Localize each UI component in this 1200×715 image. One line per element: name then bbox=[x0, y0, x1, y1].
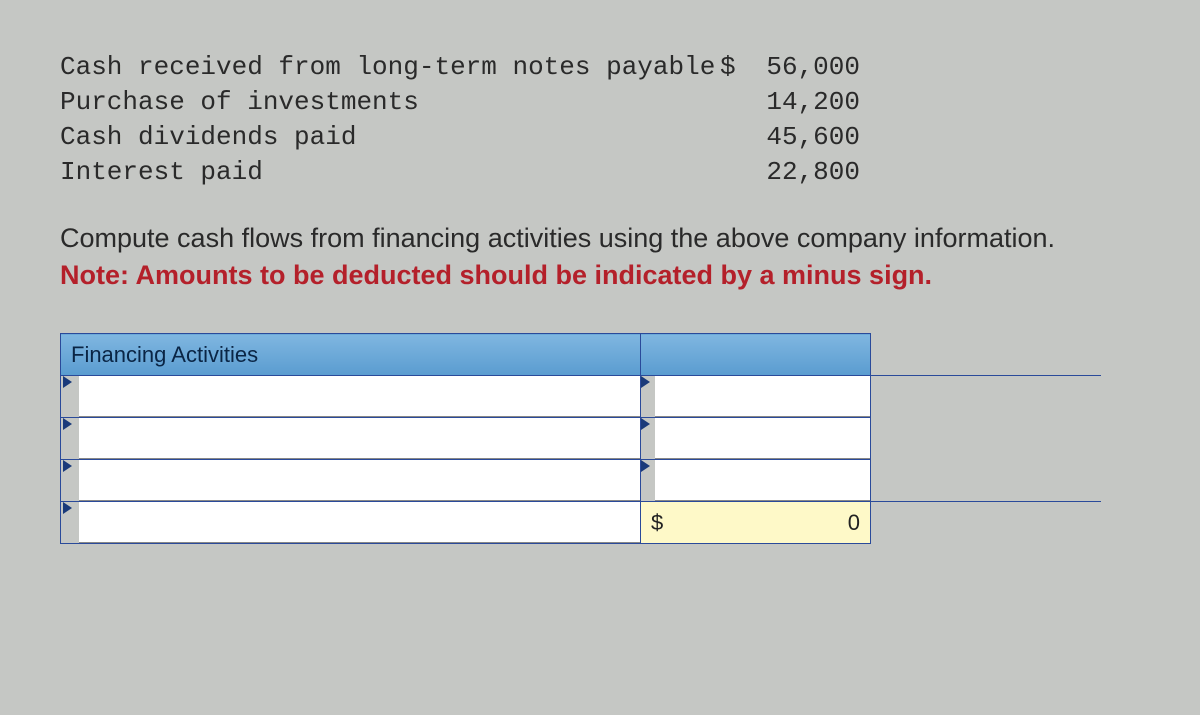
dropdown-icon bbox=[63, 418, 72, 430]
dropdown-icon bbox=[63, 502, 72, 514]
desc-input-cell[interactable] bbox=[61, 376, 641, 418]
given-amount: 45,600 bbox=[750, 120, 860, 155]
currency-symbol bbox=[720, 155, 750, 190]
given-amount: 22,800 bbox=[750, 155, 860, 190]
dropdown-icon bbox=[641, 376, 650, 388]
amount-input-cell[interactable] bbox=[641, 418, 871, 460]
given-label: Purchase of investments bbox=[60, 85, 720, 120]
total-value: 0 bbox=[663, 510, 860, 536]
given-row: Purchase of investments 14,200 bbox=[60, 85, 1170, 120]
amount-input-cell[interactable] bbox=[641, 460, 871, 502]
given-label: Cash dividends paid bbox=[60, 120, 720, 155]
worksheet-table: Financing Activities bbox=[60, 333, 1101, 544]
blank-cell bbox=[871, 460, 1101, 502]
desc-input-cell[interactable] bbox=[61, 460, 641, 502]
given-row: Interest paid 22,800 bbox=[60, 155, 1170, 190]
total-amount-cell: $ 0 bbox=[641, 502, 871, 544]
given-label: Cash received from long-term notes payab… bbox=[60, 50, 720, 85]
blank-cell bbox=[871, 334, 1101, 376]
given-data-block: Cash received from long-term notes payab… bbox=[60, 50, 1170, 190]
worksheet-header-label: Financing Activities bbox=[71, 342, 258, 367]
worksheet-header: Financing Activities bbox=[61, 334, 641, 376]
instruction-block: Compute cash flows from financing activi… bbox=[60, 220, 1170, 293]
given-amount: 56,000 bbox=[750, 50, 860, 85]
dropdown-icon bbox=[641, 418, 650, 430]
desc-input-cell[interactable] bbox=[61, 418, 641, 460]
currency-symbol bbox=[720, 85, 750, 120]
given-label: Interest paid bbox=[60, 155, 720, 190]
total-currency: $ bbox=[651, 510, 663, 536]
amount-input-cell[interactable] bbox=[641, 376, 871, 418]
dropdown-icon bbox=[63, 460, 72, 472]
blank-cell bbox=[871, 376, 1101, 418]
given-row: Cash received from long-term notes payab… bbox=[60, 50, 1170, 85]
given-amount: 14,200 bbox=[750, 85, 860, 120]
instruction-note: Note: Amounts to be deducted should be i… bbox=[60, 260, 932, 290]
total-label-cell[interactable] bbox=[61, 502, 641, 544]
given-row: Cash dividends paid 45,600 bbox=[60, 120, 1170, 155]
dropdown-icon bbox=[63, 376, 72, 388]
blank-cell bbox=[871, 502, 1101, 544]
dropdown-icon bbox=[641, 460, 650, 472]
worksheet-header-amount bbox=[641, 334, 871, 376]
blank-cell bbox=[871, 418, 1101, 460]
currency-symbol bbox=[720, 120, 750, 155]
instruction-text: Compute cash flows from financing activi… bbox=[60, 223, 1055, 253]
currency-symbol: $ bbox=[720, 50, 750, 85]
